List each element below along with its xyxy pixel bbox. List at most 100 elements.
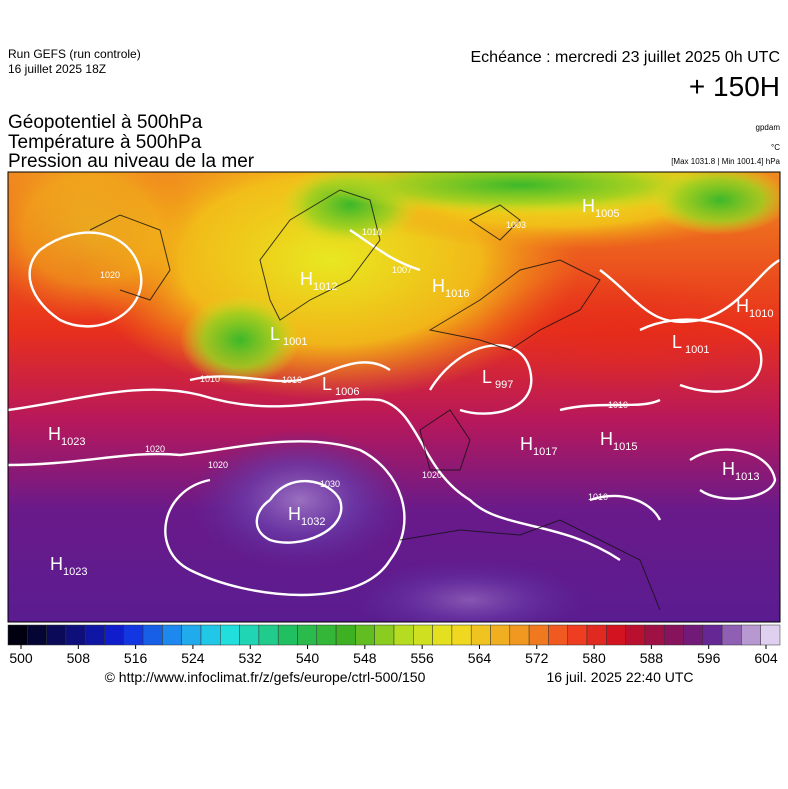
colorbar-tick-label: 556 (410, 650, 434, 666)
pressure-letter: H (300, 269, 313, 289)
pressure-letter: H (432, 276, 445, 296)
isobar-label: 1020 (100, 270, 120, 280)
colorbar-tick-label: 508 (67, 650, 91, 666)
pressure-letter: H (520, 434, 533, 454)
colorbar-cell (586, 624, 607, 646)
map (8, 172, 780, 622)
unit-celsius: °C (771, 143, 780, 152)
colorbar-cell (683, 624, 704, 646)
isobar-label: 1010 (362, 227, 382, 237)
colorbar-cell (606, 624, 626, 646)
colorbar-tick-label: 532 (239, 650, 263, 666)
colorbar-cell (46, 624, 67, 646)
isobar-label: 1020 (145, 444, 165, 454)
pressure-letter: L (482, 367, 492, 387)
pressure-value: 1017 (533, 446, 557, 458)
colorbar-cell (162, 624, 182, 646)
colorbar-cell (84, 624, 105, 646)
colorbar-cell (7, 624, 28, 646)
colorbar-tick-label: 572 (525, 650, 549, 666)
colorbar-tick-label: 548 (353, 650, 377, 666)
colorbar-cell (200, 624, 221, 646)
pressure-letter: H (50, 554, 63, 574)
colorbar-cell (741, 624, 761, 646)
colorbar-cell (509, 624, 530, 646)
colorbar-cell (413, 624, 433, 646)
pressure-value: 1001 (685, 344, 709, 356)
title-geopotential: Géopotentiel à 500hPa (8, 112, 203, 133)
unit-pressure: [Max 1031.8 | Min 1001.4] hPa (671, 157, 780, 166)
colorbar-cell (142, 624, 163, 646)
colorbar-cell (625, 624, 646, 646)
colorbar-cell (490, 624, 511, 646)
pressure-value: 1023 (61, 436, 85, 448)
colorbar: 500 508 516 524 532 540 548 556 564 572 580 588 596 6… (7, 624, 781, 666)
pressure-letter: H (48, 424, 61, 444)
pressure-value: 1015 (613, 441, 637, 453)
isobar-label: 1020 (422, 470, 442, 480)
pressure-value: 1023 (63, 566, 87, 578)
isobar-label: 1020 (208, 460, 228, 470)
isobar-label: 1010 (200, 374, 220, 384)
colorbar-tick-label: 516 (124, 650, 148, 666)
pressure-value: 1001 (283, 336, 307, 348)
pressure-value: 1010 (749, 308, 773, 320)
pressure-value: 1005 (595, 208, 619, 220)
isobar-label: 1003 (506, 220, 526, 230)
isobar-label: 1010 (282, 375, 302, 385)
pressure-value: 997 (495, 379, 513, 391)
pressure-letter: H (736, 296, 749, 316)
pressure-letter: L (672, 332, 682, 352)
colorbar-cell (239, 624, 260, 646)
title-pressure: Pression au niveau de la mer (8, 151, 255, 172)
pressure-letter: L (322, 374, 332, 394)
pressure-value: 1006 (335, 386, 359, 398)
colorbar-tick-label: 604 (754, 650, 778, 666)
colorbar-cell (316, 624, 337, 646)
pressure-value: 1032 (301, 516, 325, 528)
colorbar-cell (528, 624, 549, 646)
colorbar-tick-label: 596 (697, 650, 721, 666)
isobar-label: 1010 (588, 492, 608, 502)
colorbar-cell (65, 624, 86, 646)
pressure-value: 1013 (735, 471, 759, 483)
colorbar-cell (451, 624, 472, 646)
colorbar-cell (644, 624, 665, 646)
pressure-letter: L (270, 324, 280, 344)
colorbar-cell (104, 624, 125, 646)
valid-time: Echéance : mercredi 23 juillet 2025 0h U… (471, 49, 781, 66)
colorbar-cell (297, 624, 318, 646)
colorbar-cell (355, 624, 375, 646)
colorbar-tick-label: 588 (640, 650, 664, 666)
source-url: © http://www.infoclimat.fr/z/gefs/europe… (105, 669, 426, 685)
run-date: 16 juillet 2025 18Z (8, 62, 106, 76)
colorbar-cell (702, 624, 723, 646)
run-label: Run GEFS (run controle) (8, 47, 141, 61)
isobar-label: 1007 (392, 265, 412, 275)
pressure-value: 1016 (445, 288, 469, 300)
colorbar-tick-label: 540 (296, 650, 320, 666)
colorbar-cell (663, 624, 684, 646)
lead-time: + 150H (689, 71, 780, 102)
colorbar-tick-label: 580 (582, 650, 606, 666)
isobar-label: 1010 (608, 400, 628, 410)
colorbar-tick-label: 524 (181, 650, 205, 666)
colorbar-cell (277, 624, 298, 646)
colorbar-tick-label: 500 (9, 650, 33, 666)
colorbar-cell (432, 624, 453, 646)
colorbar-cell (27, 624, 47, 646)
colorbar-cell (393, 624, 414, 646)
pressure-letter: H (582, 196, 595, 216)
generated-time: 16 juil. 2025 22:40 UTC (546, 669, 693, 685)
colorbar-cell (123, 624, 144, 646)
title-temperature: Température à 500hPa (8, 132, 202, 153)
colorbar-cell (258, 624, 279, 646)
colorbar-cell (220, 624, 240, 646)
pressure-letter: H (722, 459, 735, 479)
colorbar-cell (181, 624, 202, 646)
pressure-value: 1012 (313, 281, 337, 293)
colorbar-cell (335, 624, 356, 646)
colorbar-cell (567, 624, 588, 646)
